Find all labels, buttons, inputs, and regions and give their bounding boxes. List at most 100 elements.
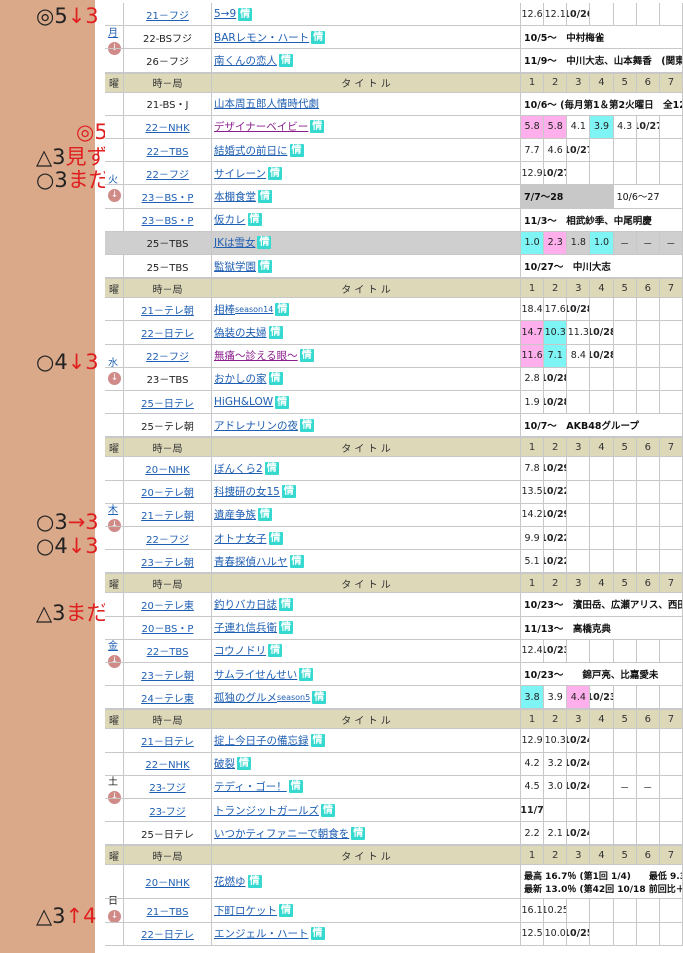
- channel-link[interactable]: 22－TBS: [146, 146, 189, 158]
- info-badge-icon[interactable]: 情: [264, 461, 279, 475]
- info-badge-icon[interactable]: 情: [258, 189, 272, 203]
- info-badge-icon[interactable]: 情: [311, 30, 326, 44]
- down-arrow-icon[interactable]: ↓: [108, 909, 121, 923]
- channel-link[interactable]: 22－フジ: [146, 534, 189, 546]
- info-badge-icon[interactable]: 情: [310, 927, 325, 941]
- info-badge-icon[interactable]: 情: [275, 302, 290, 316]
- title-link[interactable]: 偽装の夫婦: [214, 326, 267, 339]
- channel-link[interactable]: 23-フジ: [149, 783, 186, 795]
- channel-link[interactable]: 23－テレ朝: [141, 670, 194, 682]
- down-arrow-icon[interactable]: ↓: [108, 41, 121, 55]
- title-link[interactable]: 釣りバカ日誌: [214, 598, 277, 611]
- title-link[interactable]: いつかティファニーで朝食を: [214, 827, 350, 840]
- title-link[interactable]: 青春探偵ハルヤ: [214, 555, 288, 568]
- info-badge-icon[interactable]: 情: [258, 259, 272, 273]
- info-badge-icon[interactable]: 情: [300, 418, 314, 432]
- info-badge-icon[interactable]: 情: [351, 826, 366, 840]
- title-link[interactable]: サイレーン: [214, 167, 266, 180]
- title-link[interactable]: デザイナーベイビー: [214, 121, 309, 134]
- title-link[interactable]: テディ・ゴー！: [214, 781, 287, 794]
- channel-link[interactable]: 22－TBS: [146, 647, 189, 659]
- down-arrow-icon[interactable]: ↓: [108, 189, 121, 203]
- channel-link[interactable]: 22－フジ: [146, 169, 189, 181]
- title-link[interactable]: 仮カレ: [214, 214, 246, 227]
- title-link[interactable]: アドレナリンの夜: [214, 419, 298, 432]
- info-badge-icon[interactable]: 情: [281, 485, 296, 499]
- info-badge-icon[interactable]: 情: [268, 644, 283, 658]
- channel-link[interactable]: 20－NHK: [145, 878, 190, 890]
- info-badge-icon[interactable]: 情: [310, 120, 325, 134]
- title-link[interactable]: 結婚式の前日に: [214, 144, 288, 157]
- channel-link[interactable]: 23－BS・P: [141, 192, 194, 204]
- info-badge-icon[interactable]: 情: [310, 733, 325, 747]
- title-season-link[interactable]: season14: [235, 304, 274, 314]
- down-arrow-icon[interactable]: ↓: [108, 655, 121, 669]
- info-badge-icon[interactable]: 情: [237, 757, 251, 771]
- down-arrow-icon[interactable]: ↓: [108, 791, 121, 805]
- title-link[interactable]: オトナ女子: [214, 532, 267, 545]
- channel-link[interactable]: 25－日テレ: [141, 398, 194, 410]
- channel-link[interactable]: 21－日テレ: [141, 736, 194, 748]
- title-link[interactable]: ぼんくら2: [214, 462, 263, 475]
- title-link[interactable]: 孤独のグルメ: [214, 691, 277, 704]
- channel-link[interactable]: 20－テレ東: [141, 600, 194, 612]
- channel-link[interactable]: 24－テレ東: [141, 693, 194, 705]
- title-link[interactable]: 監獄学園: [214, 260, 256, 273]
- info-badge-icon[interactable]: 情: [247, 875, 262, 889]
- title-link[interactable]: 科捜研の女15: [214, 486, 280, 499]
- info-badge-icon[interactable]: 情: [299, 667, 314, 681]
- title-link[interactable]: おかしの家: [214, 373, 267, 386]
- info-badge-icon[interactable]: 情: [279, 53, 293, 67]
- channel-link[interactable]: 21－TBS: [146, 906, 189, 918]
- info-badge-icon[interactable]: 情: [268, 325, 283, 339]
- title-link[interactable]: 本棚食堂: [214, 190, 256, 203]
- title-link[interactable]: 下町ロケット: [214, 904, 277, 917]
- title-link[interactable]: 山本周五郎人情時代劇: [214, 98, 319, 111]
- day-label-mon[interactable]: 月: [108, 27, 118, 39]
- day-label-tue[interactable]: 火: [108, 175, 118, 187]
- channel-link[interactable]: 22－フジ: [146, 352, 189, 364]
- info-badge-icon[interactable]: 情: [275, 395, 290, 409]
- info-badge-icon[interactable]: 情: [268, 531, 283, 545]
- info-badge-icon[interactable]: 情: [312, 690, 327, 704]
- title-link[interactable]: 南くんの恋人: [214, 54, 277, 67]
- title-link[interactable]: エンジェル・ハート: [214, 928, 309, 941]
- down-arrow-icon[interactable]: ↓: [108, 519, 121, 533]
- info-badge-icon[interactable]: 情: [279, 597, 293, 611]
- channel-link[interactable]: 22－NHK: [145, 760, 190, 772]
- info-badge-icon[interactable]: 情: [247, 213, 262, 227]
- title-season-link[interactable]: season5: [277, 692, 311, 702]
- title-link[interactable]: 子連れ信兵衛: [214, 622, 277, 635]
- info-badge-icon[interactable]: 情: [289, 143, 304, 157]
- title-link[interactable]: サムライせんせい: [214, 668, 298, 681]
- title-link[interactable]: 花燃ゆ: [214, 876, 246, 889]
- day-label-sat[interactable]: 土: [108, 777, 118, 789]
- channel-link[interactable]: 20－NHK: [145, 464, 190, 476]
- channel-link[interactable]: 20－BS・P: [141, 624, 194, 636]
- channel-link[interactable]: 21－フジ: [146, 10, 189, 22]
- info-badge-icon[interactable]: 情: [289, 554, 304, 568]
- down-arrow-icon[interactable]: ↓: [108, 371, 121, 385]
- title-link[interactable]: コウノドリ: [214, 645, 267, 658]
- title-link[interactable]: 相棒: [214, 303, 235, 316]
- channel-link[interactable]: 22－日テレ: [141, 930, 194, 942]
- channel-link[interactable]: 20－テレ朝: [141, 488, 194, 500]
- info-badge-icon[interactable]: 情: [257, 236, 272, 250]
- info-badge-icon[interactable]: 情: [279, 903, 293, 917]
- channel-link[interactable]: 23-フジ: [149, 806, 186, 818]
- info-badge-icon[interactable]: 情: [279, 621, 293, 635]
- title-link[interactable]: BARレモン・ハート: [214, 31, 310, 44]
- title-link[interactable]: HiGH&LOW: [214, 396, 274, 409]
- title-link[interactable]: 破裂: [214, 758, 235, 771]
- info-badge-icon[interactable]: 情: [238, 7, 253, 21]
- channel-link[interactable]: 21－テレ朝: [141, 305, 194, 317]
- day-label-fri[interactable]: 金: [108, 641, 118, 653]
- day-label-sun[interactable]: 日: [108, 895, 118, 907]
- title-link[interactable]: トランジットガールズ: [214, 804, 319, 817]
- info-badge-icon[interactable]: 情: [299, 349, 314, 363]
- channel-link[interactable]: 23－テレ朝: [141, 557, 194, 569]
- title-link[interactable]: 掟上今日子の備忘録: [214, 734, 309, 747]
- channel-link[interactable]: 21－テレ朝: [141, 511, 194, 523]
- info-badge-icon[interactable]: 情: [288, 780, 303, 794]
- info-badge-icon[interactable]: 情: [258, 508, 272, 522]
